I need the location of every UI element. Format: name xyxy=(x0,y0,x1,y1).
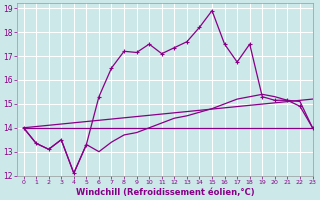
X-axis label: Windchill (Refroidissement éolien,°C): Windchill (Refroidissement éolien,°C) xyxy=(76,188,254,197)
